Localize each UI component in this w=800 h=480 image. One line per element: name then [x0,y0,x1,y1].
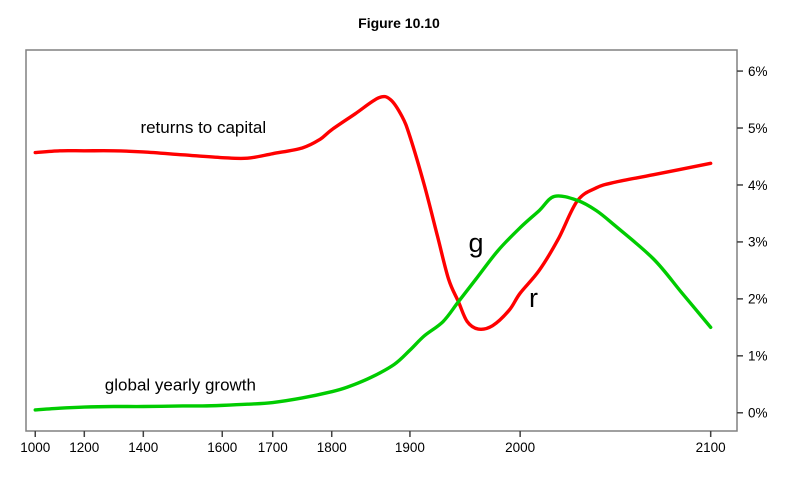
x-tick-label: 1700 [258,440,288,455]
y-tick-label: 1% [748,349,768,364]
x-tick-label: 1900 [395,440,425,455]
plot-border [25,49,738,432]
x-tick-label: 1800 [317,440,347,455]
x-tick-label: 2000 [505,440,535,455]
x-tick-label: 1000 [20,440,50,455]
label-global-yearly-growth: global yearly growth [105,376,256,395]
x-axis: 1000 1200 1400 1600 1700 1800 1900 2000 2100 [20,431,726,455]
x-tick-label: 2100 [696,440,726,455]
y-axis: 0% 1% 2% 3% 4% 5% 6% [737,64,768,421]
x-tick-label: 1400 [128,440,158,455]
y-tick-label: 6% [748,64,768,79]
y-tick-label: 0% [748,406,768,421]
y-tick-label: 3% [748,235,768,250]
x-tick-label: 1200 [69,440,99,455]
y-tick-label: 4% [748,178,768,193]
y-tick-label: 5% [748,121,768,136]
label-r: r [529,283,538,313]
g-series-line [33,194,713,412]
label-g: g [469,228,484,258]
y-tick-label: 2% [748,292,768,307]
r-series-line [33,94,713,331]
plot-area: 1000 1200 1400 1600 1700 1800 1900 2000 2100 0% 1%… [20,49,768,455]
label-returns-to-capital: returns to capital [140,118,266,137]
figure-title: Figure 10.10 [358,15,440,31]
x-tick-label: 1600 [207,440,237,455]
